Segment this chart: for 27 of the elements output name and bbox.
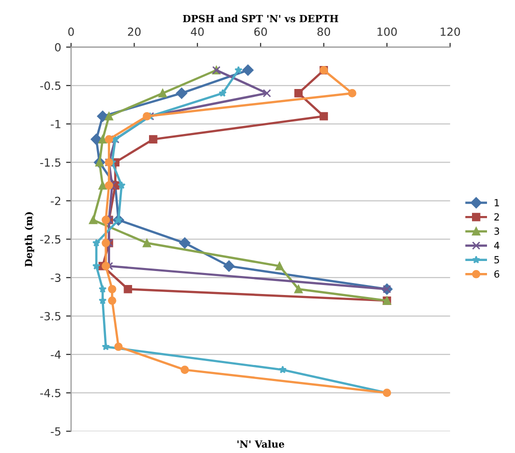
legend-label: 6	[494, 270, 500, 278]
y-tick-label: -4	[50, 350, 61, 359]
legend-label: 3	[494, 228, 500, 235]
y-tick-label: 0	[55, 43, 61, 52]
x-tick-label: 20	[128, 28, 141, 36]
y-tick-label: -3	[50, 274, 60, 282]
y-tick-label: -2	[50, 196, 60, 205]
y-tick-label: -1	[50, 120, 60, 128]
x-tick-label: 120	[440, 28, 460, 36]
y-tick-label: -5	[50, 427, 60, 436]
y-tick-label: -3.5	[40, 312, 60, 320]
chart-title: DPSH and SPT 'N' vs DEPTH	[182, 14, 338, 22]
y-tick-label: -2.5	[40, 235, 60, 244]
y-tick-label: -0.5	[40, 82, 60, 90]
x-tick-label: 0	[68, 28, 74, 36]
x-tick-label: 40	[190, 28, 204, 36]
x-tick-label: 60	[254, 28, 267, 36]
y-tick-label: -1.5	[40, 158, 60, 167]
y-axis-title: Depth (m)	[24, 212, 34, 267]
y-tick-label: -4.5	[40, 388, 60, 398]
legend-label: 5	[494, 256, 499, 264]
legend-label: 1	[494, 199, 499, 206]
x-tick-label: 100	[378, 28, 397, 36]
x-tick-label: 80	[317, 28, 330, 36]
legend-label: 2	[494, 213, 499, 220]
x-axis-title: 'N' Value	[237, 440, 284, 448]
legend-label: 4	[494, 242, 500, 249]
